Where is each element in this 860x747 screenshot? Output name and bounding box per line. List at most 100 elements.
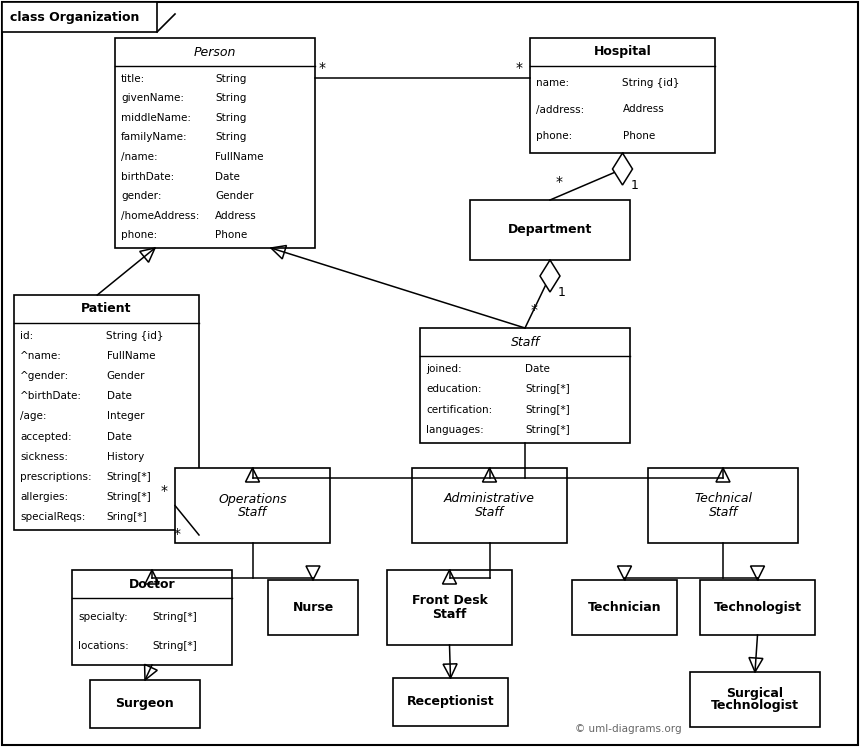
Text: Staff: Staff bbox=[238, 506, 267, 518]
Text: sickness:: sickness: bbox=[20, 452, 68, 462]
Text: givenName:: givenName: bbox=[121, 93, 184, 103]
Text: *: * bbox=[516, 61, 523, 75]
Text: education:: education: bbox=[426, 385, 482, 394]
Text: Technical: Technical bbox=[694, 492, 752, 506]
Text: Administrative: Administrative bbox=[444, 492, 535, 506]
Bar bbox=[387, 570, 512, 645]
Text: Date: Date bbox=[215, 172, 240, 182]
Bar bbox=[115, 38, 315, 248]
Bar bbox=[690, 672, 820, 727]
Text: String[*]: String[*] bbox=[152, 612, 197, 622]
Text: String: String bbox=[215, 132, 246, 143]
Text: Address: Address bbox=[215, 211, 257, 220]
Text: gender:: gender: bbox=[121, 191, 162, 201]
Text: Date: Date bbox=[107, 432, 132, 441]
Bar bbox=[530, 38, 715, 153]
Text: *: * bbox=[161, 485, 168, 498]
Bar bbox=[393, 678, 508, 726]
Text: Doctor: Doctor bbox=[129, 577, 175, 590]
Text: String[*]: String[*] bbox=[525, 425, 569, 435]
Bar bbox=[72, 570, 232, 665]
Text: Staff: Staff bbox=[433, 607, 467, 621]
Text: Sring[*]: Sring[*] bbox=[107, 512, 147, 522]
Text: Operations: Operations bbox=[218, 492, 287, 506]
Bar bbox=[90, 680, 200, 728]
Text: String {id}: String {id} bbox=[107, 331, 164, 341]
Bar bbox=[268, 580, 358, 635]
Bar bbox=[14, 295, 199, 530]
Text: Date: Date bbox=[525, 364, 550, 374]
Polygon shape bbox=[612, 153, 632, 185]
Text: Patient: Patient bbox=[81, 303, 132, 315]
Text: 1: 1 bbox=[630, 179, 638, 192]
Text: String: String bbox=[215, 93, 246, 103]
Text: Integer: Integer bbox=[107, 412, 144, 421]
Bar bbox=[470, 200, 630, 260]
Text: phone:: phone: bbox=[536, 131, 572, 141]
Text: *: * bbox=[556, 175, 563, 189]
Text: *: * bbox=[174, 527, 181, 541]
Text: middleName:: middleName: bbox=[121, 113, 191, 123]
Text: String[*]: String[*] bbox=[107, 472, 151, 482]
Text: Staff: Staff bbox=[511, 335, 539, 349]
Text: Phone: Phone bbox=[623, 131, 654, 141]
Text: *: * bbox=[319, 61, 326, 75]
Text: ^name:: ^name: bbox=[20, 351, 62, 361]
Text: birthDate:: birthDate: bbox=[121, 172, 175, 182]
Bar bbox=[175, 468, 330, 543]
Text: Staff: Staff bbox=[475, 506, 504, 518]
Text: FullName: FullName bbox=[215, 152, 263, 162]
Text: 1: 1 bbox=[558, 286, 566, 299]
Text: /homeAddress:: /homeAddress: bbox=[121, 211, 200, 220]
Text: certification:: certification: bbox=[426, 405, 492, 415]
Bar bbox=[648, 468, 798, 543]
Text: familyName:: familyName: bbox=[121, 132, 187, 143]
Text: Front Desk: Front Desk bbox=[412, 595, 488, 607]
Text: languages:: languages: bbox=[426, 425, 483, 435]
Text: Phone: Phone bbox=[215, 230, 248, 241]
Bar bbox=[700, 580, 815, 635]
Text: Surgeon: Surgeon bbox=[115, 698, 175, 710]
Text: String[*]: String[*] bbox=[152, 641, 197, 651]
Text: locations:: locations: bbox=[78, 641, 129, 651]
Text: /name:: /name: bbox=[121, 152, 157, 162]
Text: allergies:: allergies: bbox=[20, 492, 68, 502]
Text: Person: Person bbox=[194, 46, 236, 58]
Text: Date: Date bbox=[107, 391, 132, 401]
Text: String[*]: String[*] bbox=[107, 492, 151, 502]
Text: Staff: Staff bbox=[709, 506, 738, 518]
Text: id:: id: bbox=[20, 331, 34, 341]
Text: Gender: Gender bbox=[107, 371, 145, 381]
Text: String[*]: String[*] bbox=[525, 385, 569, 394]
Text: *: * bbox=[531, 303, 538, 317]
Bar bbox=[420, 328, 630, 443]
Text: FullName: FullName bbox=[107, 351, 155, 361]
Text: String: String bbox=[215, 74, 246, 84]
Text: Nurse: Nurse bbox=[292, 601, 334, 614]
Text: /age:: /age: bbox=[20, 412, 46, 421]
Text: Hospital: Hospital bbox=[593, 46, 651, 58]
Text: specialty:: specialty: bbox=[78, 612, 128, 622]
Text: String {id}: String {id} bbox=[623, 78, 680, 88]
Text: String: String bbox=[215, 113, 246, 123]
Bar bbox=[412, 468, 567, 543]
Bar bbox=[2, 2, 157, 32]
Text: History: History bbox=[107, 452, 144, 462]
Text: String[*]: String[*] bbox=[525, 405, 569, 415]
Text: Receptionist: Receptionist bbox=[407, 695, 494, 708]
Text: class Organization: class Organization bbox=[10, 10, 139, 23]
Text: Department: Department bbox=[507, 223, 593, 237]
Bar bbox=[572, 580, 677, 635]
Text: specialReqs:: specialReqs: bbox=[20, 512, 85, 522]
Text: Surgical: Surgical bbox=[727, 686, 783, 699]
Text: ^birthDate:: ^birthDate: bbox=[20, 391, 82, 401]
Text: name:: name: bbox=[536, 78, 569, 88]
Polygon shape bbox=[540, 260, 560, 292]
Text: Address: Address bbox=[623, 105, 664, 114]
Text: Technologist: Technologist bbox=[714, 601, 802, 614]
Text: ^gender:: ^gender: bbox=[20, 371, 70, 381]
Text: Technician: Technician bbox=[587, 601, 661, 614]
Text: Gender: Gender bbox=[215, 191, 254, 201]
Text: accepted:: accepted: bbox=[20, 432, 71, 441]
Text: title:: title: bbox=[121, 74, 145, 84]
